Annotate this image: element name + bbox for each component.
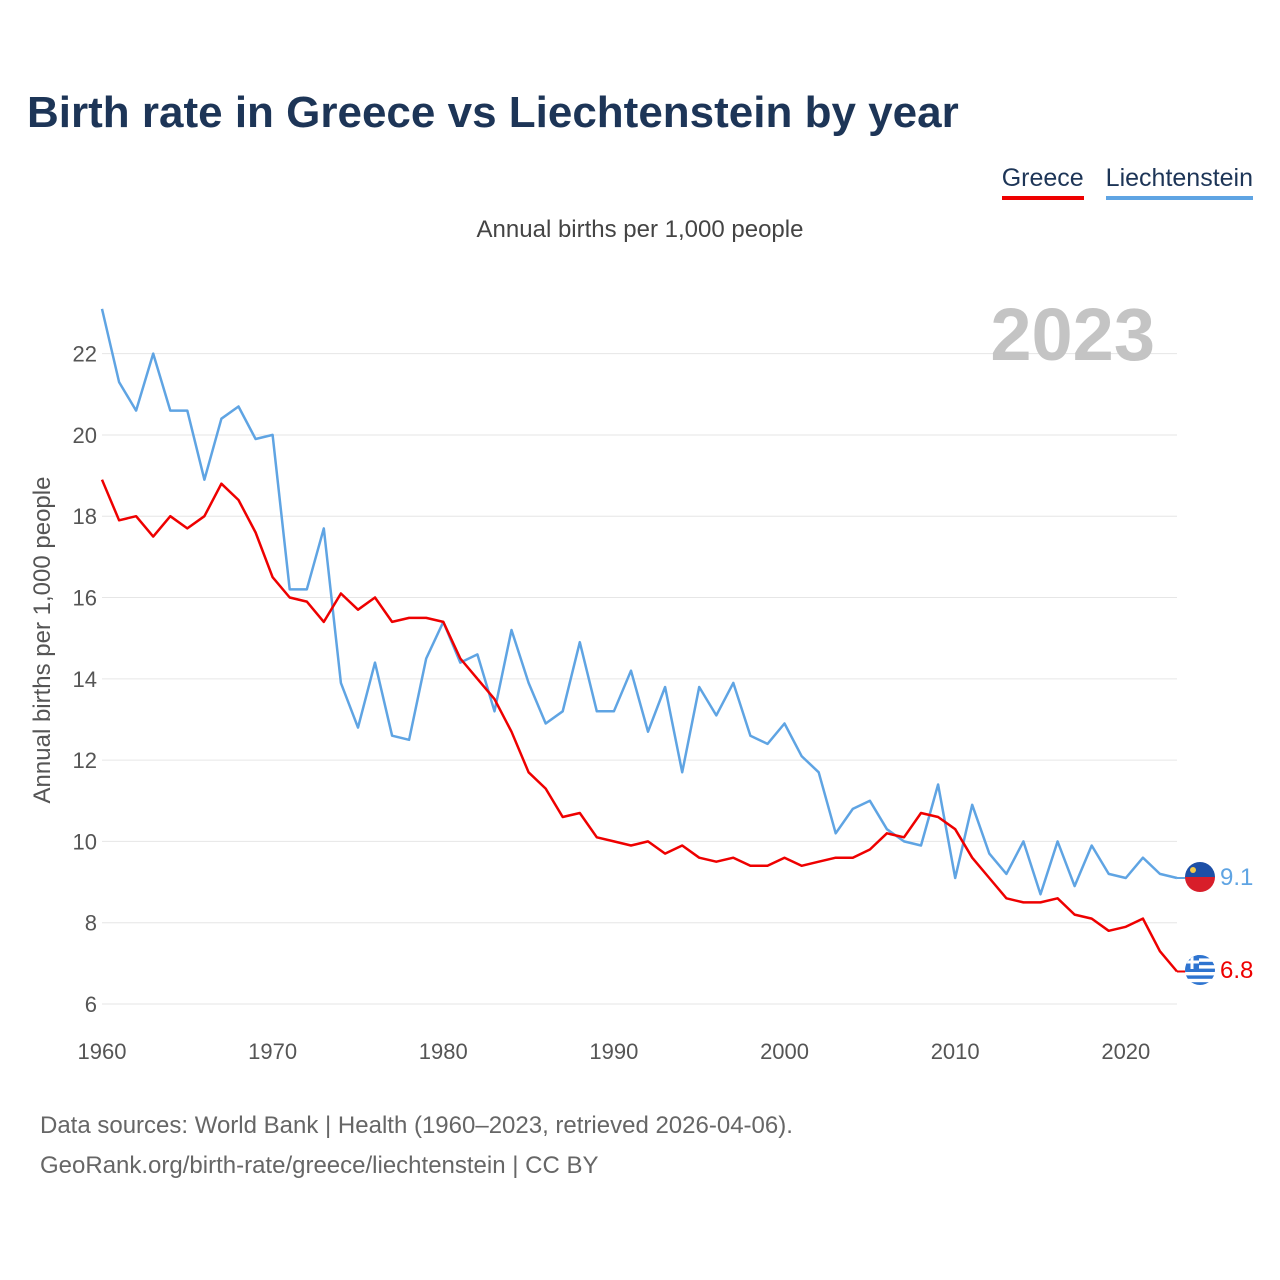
x-tick-label: 1980 xyxy=(419,1039,468,1064)
y-tick-label: 6 xyxy=(85,992,97,1017)
x-tick-label: 1960 xyxy=(78,1039,127,1064)
series-line-greece xyxy=(100,479,1178,973)
end-value-label-liechtenstein: 9.1 xyxy=(1220,864,1253,891)
y-axis-label: Annual births per 1,000 people xyxy=(29,477,56,804)
y-tick-label: 10 xyxy=(73,829,97,854)
data-sources: Data sources: World Bank | Health (1960–… xyxy=(40,1106,793,1186)
line-chart: 6 8 10 12 14 16 18 20 22 1960 1970 1980 1990 2000 2010… xyxy=(29,293,1253,1064)
series-line-liechtenstein xyxy=(100,308,1178,896)
x-tick-label: 2020 xyxy=(1101,1039,1150,1064)
x-tick-label: 2010 xyxy=(931,1039,980,1064)
x-tick-label: 1990 xyxy=(589,1039,638,1064)
legend: Greece Liechtenstein xyxy=(1001,164,1253,200)
y-tick-label: 20 xyxy=(73,423,97,448)
source-line-2[interactable]: GeoRank.org/birth-rate/greece/liechtenst… xyxy=(40,1152,599,1179)
greece-flag-icon xyxy=(1185,955,1215,985)
x-tick-label: 1970 xyxy=(248,1039,297,1064)
legend-item-greece[interactable]: Greece xyxy=(1001,164,1084,200)
liechtenstein-flag-icon xyxy=(1185,862,1215,892)
y-tick-label: 22 xyxy=(73,342,97,367)
y-tick-label: 18 xyxy=(73,504,97,529)
y-tick-label: 16 xyxy=(73,586,97,611)
y-tick-label: 12 xyxy=(73,748,97,773)
y-tick-label: 8 xyxy=(85,911,97,936)
y-tick-label: 14 xyxy=(73,667,97,692)
chart-title: Birth rate in Greece vs Liechtenstein by… xyxy=(27,88,959,137)
year-watermark: 2023 xyxy=(990,293,1155,376)
chart-subtitle: Annual births per 1,000 people xyxy=(476,216,804,243)
end-value-label-greece: 6.8 xyxy=(1220,957,1253,984)
source-line-1: Data sources: World Bank | Health (1960–… xyxy=(40,1112,793,1139)
legend-item-liechtenstein[interactable]: Liechtenstein xyxy=(1105,164,1253,200)
x-tick-label: 2000 xyxy=(760,1039,809,1064)
